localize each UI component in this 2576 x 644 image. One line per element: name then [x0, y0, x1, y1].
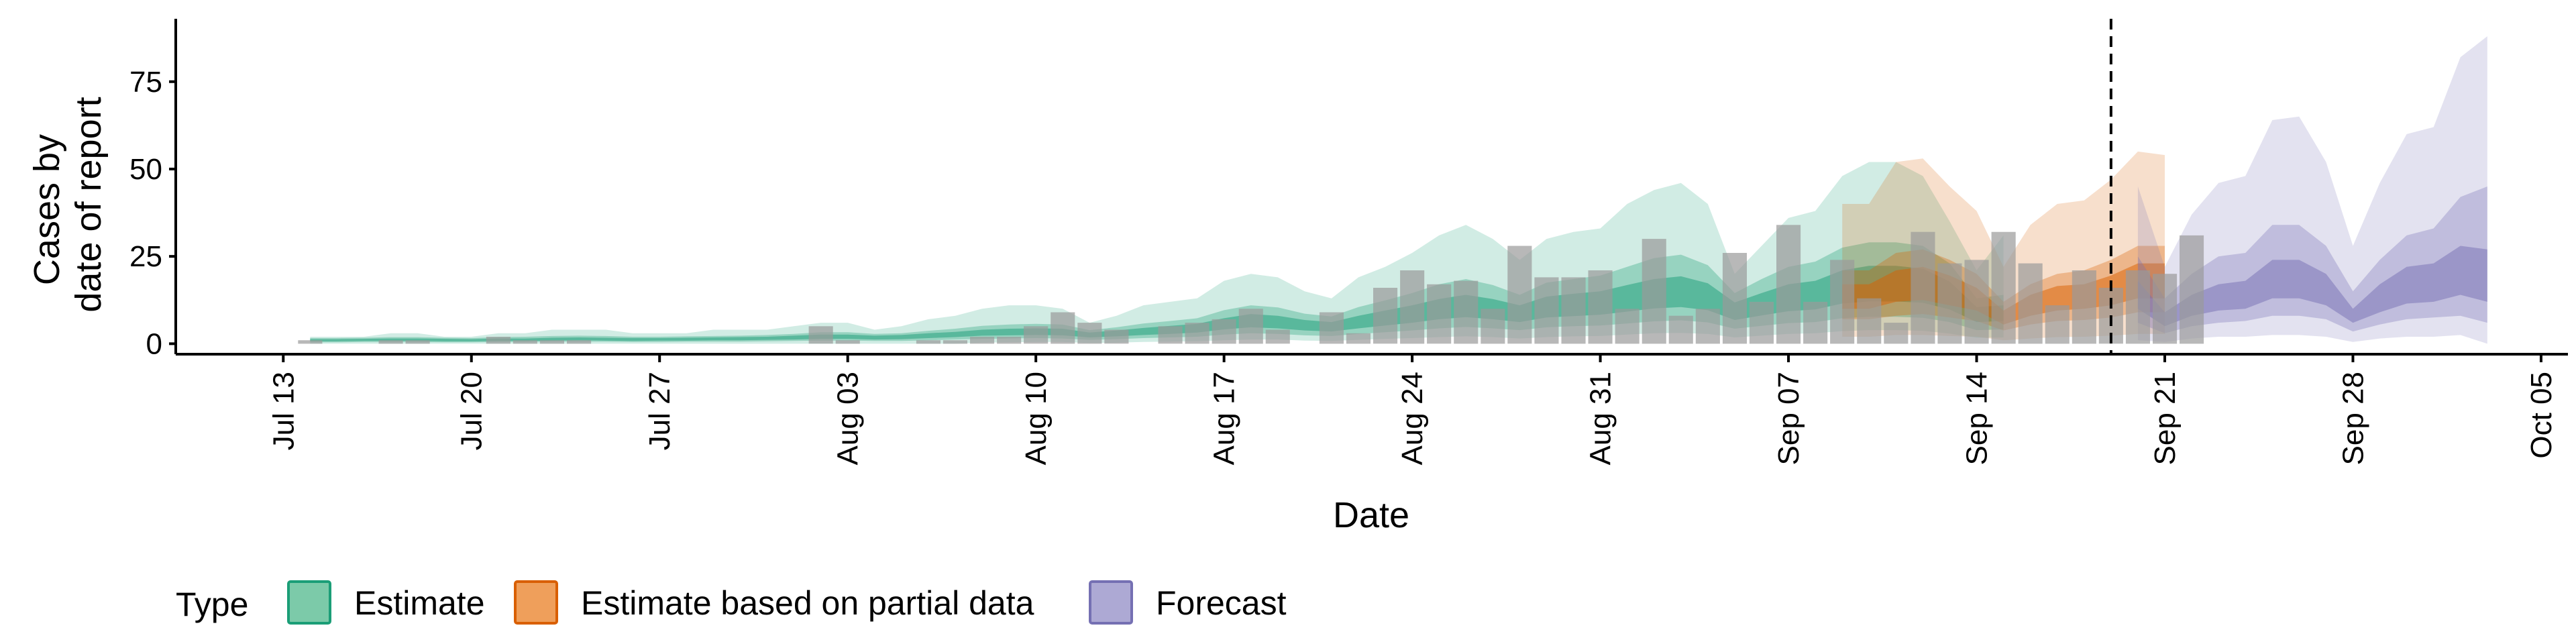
reported-cases-bar — [1507, 246, 1532, 344]
reported-cases-bar — [1346, 333, 1371, 344]
x-tick-label: Aug 10 — [1020, 372, 1053, 465]
reported-cases-bar — [2045, 305, 2070, 344]
legend-key-forecast — [1089, 580, 1133, 625]
reported-cases-bar — [298, 340, 323, 344]
reported-cases-bar — [1319, 312, 1344, 344]
reported-cases-bar — [2125, 270, 2150, 344]
reported-cases-bar — [1534, 277, 1559, 344]
reported-cases-bar — [1104, 329, 1129, 344]
reported-cases-bar — [997, 337, 1022, 344]
reported-cases-bar — [405, 340, 430, 344]
y-tick-label: 75 — [129, 66, 162, 99]
reported-cases-bar — [1212, 319, 1236, 344]
y-tick-label: 0 — [146, 327, 162, 360]
legend-key-estimate — [287, 580, 331, 625]
x-axis-title: Date — [1333, 495, 1409, 535]
forecast-ribbon-90 — [2137, 36, 2487, 344]
reported-cases-bar — [1749, 301, 1774, 344]
legend-label-forecast: Forecast — [1156, 584, 1287, 622]
y-ticks: 0 25 50 75 — [129, 66, 176, 360]
reported-cases-bar — [1400, 270, 1425, 344]
x-tick-label: Jul 13 — [267, 372, 300, 450]
reported-cases-bar — [567, 340, 592, 344]
legend-key-partial — [514, 580, 558, 625]
reported-cases-bar — [970, 337, 995, 344]
x-tick-label: Aug 03 — [832, 372, 865, 465]
reported-cases-bar — [943, 340, 967, 344]
legend-title: Type — [176, 586, 248, 623]
reported-cases-bar — [1051, 312, 1075, 344]
reported-cases-bar — [1185, 323, 1210, 344]
x-tick-label: Sep 07 — [1772, 372, 1805, 465]
x-tick-label: Sep 14 — [1961, 372, 1994, 465]
reported-cases-bar — [1427, 284, 1452, 344]
reported-cases-bar — [2180, 235, 2204, 344]
reported-cases-bar — [1615, 309, 1640, 344]
reported-cases-bar — [1803, 301, 1828, 344]
legend: Type Estimate Estimate based on partial … — [176, 580, 1287, 625]
axes-layer — [174, 19, 2568, 356]
y-axis-title-line-2: date of report — [68, 97, 109, 312]
legend-label-partial: Estimate based on partial data — [581, 584, 1034, 622]
reported-cases-bar — [513, 340, 537, 344]
reported-cases-bar — [1238, 309, 1263, 344]
reported-cases-bar — [835, 340, 860, 344]
x-tick-label: Jul 20 — [455, 372, 488, 450]
x-tick-label: Jul 27 — [643, 372, 676, 450]
x-tick-label: Aug 17 — [1208, 372, 1241, 465]
reported-cases-bar — [1857, 298, 1882, 344]
reported-cases-bar — [2153, 274, 2178, 344]
reported-cases-bar — [1830, 260, 1855, 344]
reported-cases-bar — [1776, 225, 1801, 344]
x-ticks: Jul 13 Jul 20 Jul 27 Aug 03 Aug 10 Aug 17 Aug … — [267, 354, 2558, 465]
reported-cases-bar — [1481, 309, 1505, 344]
reported-cases-bar — [1911, 231, 1935, 344]
reported-cases-bar — [1884, 323, 1909, 344]
y-axis-title-line-1: Cases by — [27, 134, 67, 285]
reported-cases-bar — [1642, 239, 1666, 344]
x-tick-label: Oct 05 — [2525, 372, 2558, 459]
bars-layer — [298, 225, 2204, 344]
reported-cases-bar — [1561, 277, 1586, 344]
reported-cases-bar — [539, 340, 564, 344]
reported-cases-bar — [1588, 270, 1613, 344]
y-tick-label: 50 — [129, 153, 162, 186]
reported-cases-bar — [378, 340, 403, 344]
reported-cases-bar — [1722, 253, 1747, 344]
x-tick-label: Aug 24 — [1396, 372, 1429, 465]
reported-cases-bar — [1024, 326, 1049, 344]
forecast-ribbon-20 — [2137, 246, 2487, 327]
reported-cases-bar — [808, 326, 833, 344]
x-tick-label: Aug 31 — [1585, 372, 1617, 465]
legend-label-estimate: Estimate — [354, 584, 485, 622]
reported-cases-bar — [486, 337, 511, 344]
reported-cases-bar — [1991, 231, 2016, 344]
reported-cases-bar — [1077, 323, 1102, 344]
x-tick-label: Sep 28 — [2337, 372, 2369, 465]
reported-cases-bar — [1454, 280, 1479, 344]
reported-cases-bar — [1668, 315, 1693, 344]
reported-cases-bar — [916, 340, 941, 344]
reported-cases-bar — [1265, 329, 1290, 344]
reported-cases-bar — [1158, 326, 1183, 344]
y-tick-label: 25 — [129, 240, 162, 273]
y-axis-title: Cases by date of report — [27, 97, 109, 312]
reported-cases-bar — [1695, 309, 1720, 344]
reported-cases-bar — [2072, 270, 2096, 344]
x-tick-label: Sep 21 — [2149, 372, 2182, 465]
reported-cases-bar — [1373, 288, 1398, 344]
reported-cases-bar — [1937, 263, 1962, 344]
reported-cases-bar — [1964, 260, 1989, 344]
reported-cases-bar — [2018, 263, 2043, 344]
